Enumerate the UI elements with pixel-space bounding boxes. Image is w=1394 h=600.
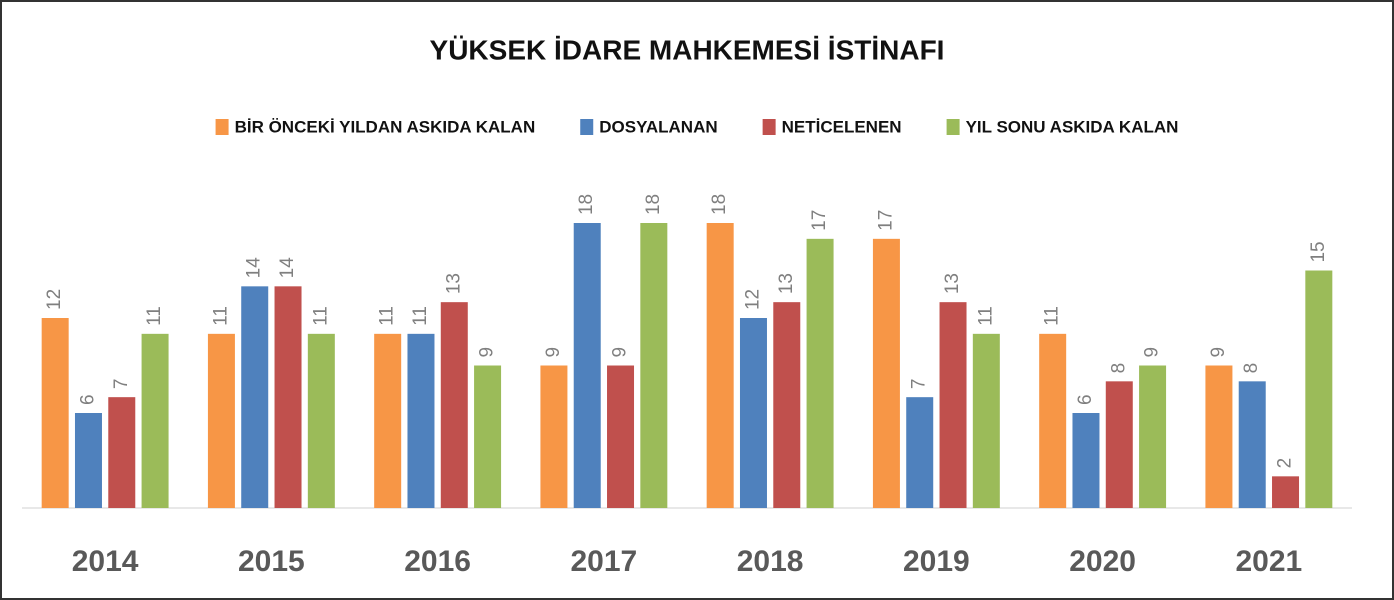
legend-swatch: [946, 119, 960, 135]
data-label: 6: [1075, 394, 1096, 405]
data-label: 13: [942, 273, 963, 294]
data-label: 11: [310, 306, 331, 326]
data-label: 6: [77, 394, 98, 405]
bar: [440, 302, 468, 508]
bar: [1205, 365, 1233, 508]
bar: [407, 333, 435, 508]
bar: [41, 318, 69, 508]
data-label: 14: [244, 257, 265, 279]
data-label: 7: [909, 379, 930, 390]
data-label: 17: [809, 210, 830, 231]
data-label: 11: [1042, 306, 1063, 326]
data-label: 8: [1108, 363, 1129, 374]
bar: [108, 397, 136, 508]
data-label: 9: [1208, 347, 1229, 358]
legend-label: DOSYALANAN: [599, 117, 717, 136]
data-label: 11: [377, 306, 398, 326]
x-tick-label: 2019: [903, 545, 970, 578]
bar: [972, 333, 1000, 508]
x-tick-label: 2016: [404, 545, 471, 578]
bar: [274, 286, 302, 508]
data-label: 17: [875, 210, 896, 231]
data-label: 9: [1142, 347, 1163, 358]
data-label: 13: [443, 273, 464, 294]
bar: [806, 238, 834, 509]
bar: [607, 365, 635, 508]
legend-label: YIL SONU ASKIDA KALAN: [966, 117, 1179, 136]
data-label: 2: [1275, 458, 1296, 469]
legend-swatch: [215, 119, 229, 135]
bar: [241, 286, 269, 508]
data-label: 12: [44, 289, 65, 310]
bar: [1105, 381, 1133, 508]
data-label: 7: [111, 379, 132, 390]
bar: [640, 223, 668, 508]
bar: [706, 223, 734, 508]
legend-label: NETİCELENEN: [782, 117, 902, 136]
legend-swatch: [762, 119, 776, 135]
data-label: 9: [610, 347, 631, 358]
x-tick-label: 2021: [1236, 545, 1303, 578]
bar: [1238, 381, 1266, 508]
bar: [1039, 333, 1067, 508]
bar: [1139, 365, 1167, 508]
data-label: 14: [277, 257, 298, 279]
x-tick-label: 2015: [238, 545, 305, 578]
data-label: 11: [410, 306, 431, 326]
bar: [540, 365, 568, 508]
x-tick-label: 2018: [737, 545, 804, 578]
bar: [1272, 476, 1300, 508]
data-label: 18: [576, 194, 597, 215]
x-tick-label: 2014: [72, 545, 139, 578]
bar: [207, 333, 235, 508]
data-label: 15: [1308, 241, 1329, 262]
data-label: 8: [1241, 363, 1262, 374]
bar: [739, 318, 767, 508]
data-label: 13: [776, 273, 797, 294]
x-tick-label: 2020: [1069, 545, 1136, 578]
data-label: 11: [210, 306, 231, 326]
data-label: 11: [975, 306, 996, 326]
x-tick-label: 2017: [571, 545, 638, 578]
chart-title: YÜKSEK İDARE MAHKEMESİ İSTİNAFI: [430, 34, 945, 65]
legend-swatch: [580, 119, 594, 135]
bar: [573, 223, 601, 508]
bar: [74, 413, 102, 508]
data-label: 12: [742, 289, 763, 310]
bar: [773, 302, 801, 508]
bar: [906, 397, 934, 508]
bar: [1305, 270, 1333, 508]
data-label: 11: [144, 306, 165, 326]
bar: [141, 333, 169, 508]
bar: [939, 302, 967, 508]
bar: [872, 238, 900, 509]
data-label: 9: [543, 347, 564, 358]
legend-label: BİR ÖNCEKİ YILDAN ASKIDA KALAN: [235, 117, 536, 136]
bar: [374, 333, 402, 508]
bar: [474, 365, 502, 508]
data-label: 9: [477, 347, 498, 358]
bar: [1072, 413, 1100, 508]
bar: [307, 333, 335, 508]
data-label: 18: [709, 194, 730, 215]
data-label: 18: [643, 194, 664, 215]
